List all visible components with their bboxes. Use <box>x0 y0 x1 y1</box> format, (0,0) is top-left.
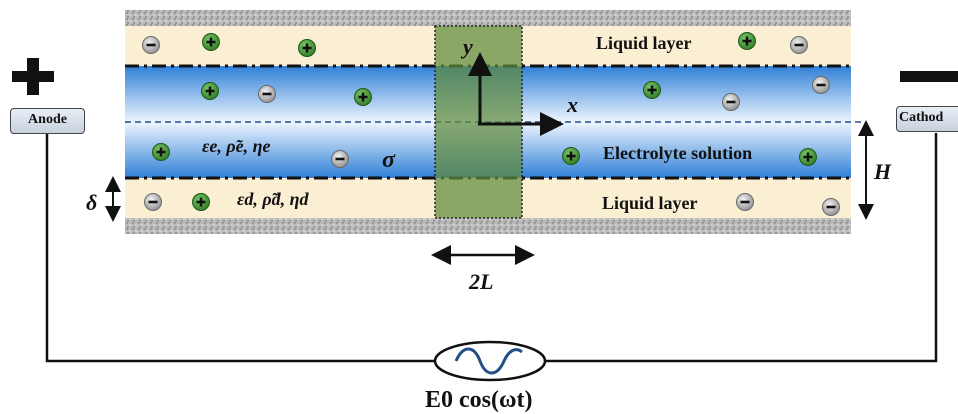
minus-ion-icon <box>790 36 808 54</box>
cathode-minus-icon <box>900 71 958 82</box>
plus-ion-icon <box>201 82 219 100</box>
sigma-label: σ <box>382 147 396 173</box>
ions-group <box>142 32 840 216</box>
delta-label: δ <box>86 190 97 215</box>
cathode-label: Cathod <box>896 106 958 132</box>
minus-ion-icon <box>822 198 840 216</box>
circuit-wire-right <box>544 133 938 363</box>
plus-ion-icon <box>192 193 210 211</box>
two-l-label: 2L <box>468 269 493 294</box>
minus-ion-icon <box>736 193 754 211</box>
minus-ion-icon <box>722 93 740 111</box>
y-axis-label: y <box>460 34 473 59</box>
anode-plus-icon-v <box>27 58 39 95</box>
anode-label: Anode <box>10 108 85 134</box>
minus-ion-icon <box>258 85 276 103</box>
minus-ion-icon <box>142 36 160 54</box>
bottom-liquid-layer-label: Liquid layer <box>602 193 698 213</box>
bottom-wall <box>125 218 851 234</box>
minus-ion-icon <box>812 76 830 94</box>
electrolyte-label: Electrolyte solution <box>603 143 752 163</box>
plus-ion-icon <box>643 81 661 99</box>
plus-ion-icon <box>202 33 220 51</box>
h-label: H <box>873 159 892 184</box>
circuit-wire-left <box>45 133 436 363</box>
plus-ion-icon <box>152 143 170 161</box>
plus-ion-icon <box>562 147 580 165</box>
minus-ion-icon <box>331 150 349 168</box>
minus-ion-icon <box>144 193 162 211</box>
source-label: E0 cos(ωt) <box>425 387 533 413</box>
plus-ion-icon <box>738 32 756 50</box>
top-wall <box>125 10 851 26</box>
x-axis-label: x <box>566 92 578 117</box>
electrolyte-properties: εe, ρ̃e, ηe <box>202 136 271 156</box>
plus-ion-icon <box>354 88 372 106</box>
layer-properties: εd, ρ̃d, ηd <box>237 189 310 209</box>
top-liquid-layer-label: Liquid layer <box>596 33 692 53</box>
plus-ion-icon <box>799 148 817 166</box>
ac-source-icon <box>433 340 547 382</box>
plus-ion-icon <box>298 39 316 57</box>
